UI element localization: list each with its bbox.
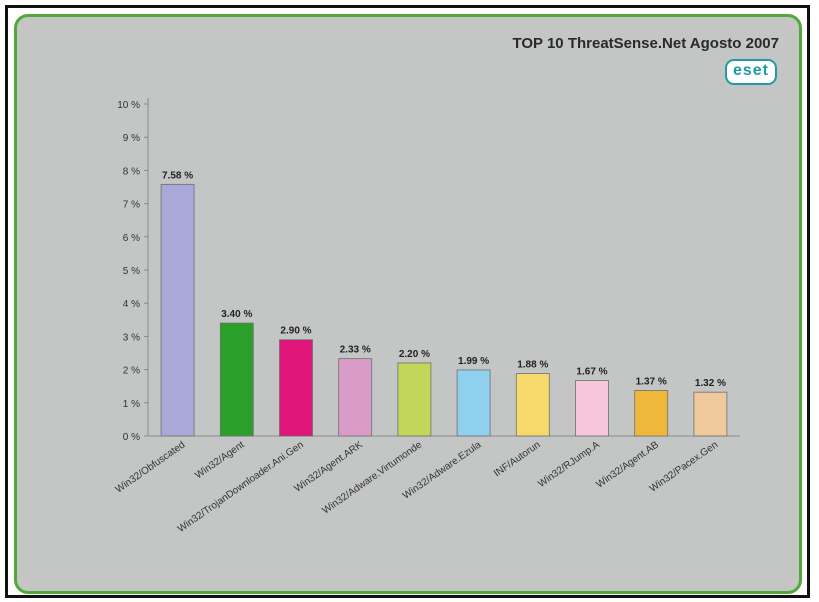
- value-label: 2.20 %: [399, 349, 430, 360]
- y-tick-label: 2 %: [123, 366, 140, 377]
- bar: [456, 369, 491, 437]
- category-label: Win32/RJump.A: [536, 439, 602, 490]
- value-label: 1.88 %: [517, 360, 548, 371]
- value-label: 1.99 %: [458, 356, 489, 367]
- bar: [634, 390, 669, 437]
- y-tick-label: 1 %: [123, 399, 140, 410]
- bar: [219, 322, 254, 437]
- value-label: 7.58 %: [162, 170, 193, 181]
- y-tick-label: 4 %: [123, 299, 140, 310]
- category-labels: Win32/Obfuscated Win32/AgentWin32/TrojanD…: [114, 439, 720, 535]
- y-tick-label: 9 %: [123, 133, 140, 144]
- y-tick-label: 8 %: [123, 166, 140, 177]
- y-axis-ticks: 0 % 1 % 2 % 3 % 4 % 5 % 6 % 7 % 8 % 9 % 10 %: [117, 100, 148, 443]
- category-label: Win32/TrojanDownloader.Ani.Gen: [176, 439, 306, 535]
- category-label: INF/Autorun: [492, 439, 542, 479]
- bar: [338, 358, 373, 437]
- value-label: 1.37 %: [636, 377, 667, 388]
- y-tick-label: 7 %: [123, 200, 140, 211]
- chart-title: TOP 10 ThreatSense.Net Agosto 2007: [512, 35, 780, 52]
- bars: [160, 183, 728, 437]
- category-label: Win32/Obfuscated: [114, 439, 188, 495]
- chart-panel: TOP 10 ThreatSense.Net Agosto 2007 eset: [14, 14, 802, 594]
- bar: [575, 380, 609, 437]
- y-tick-label: 5 %: [123, 266, 140, 277]
- category-label: Win32/Adware.Virtumonde: [321, 439, 425, 516]
- bar: [279, 339, 313, 437]
- value-label: 2.90 %: [280, 326, 311, 337]
- bar: [160, 183, 195, 437]
- eset-logo: eset: [724, 59, 777, 85]
- value-label: 3.40 %: [221, 309, 252, 320]
- value-label: 2.33 %: [340, 345, 371, 356]
- y-tick-label: 6 %: [123, 233, 140, 244]
- bar: [397, 362, 432, 437]
- bar: [693, 391, 728, 437]
- y-tick-label: 3 %: [123, 332, 140, 343]
- y-tick-label: 10 %: [117, 100, 140, 111]
- value-labels: 7.58 % 3.40 % 2.90 % 2.33 % 2.20 % 1.99 % 1.88…: [162, 170, 726, 389]
- value-label: 1.67 %: [576, 367, 607, 378]
- bar: [515, 373, 550, 437]
- category-label: Win32/Agent: [193, 439, 246, 481]
- y-tick-label: 0 %: [123, 432, 140, 443]
- value-label: 1.32 %: [695, 378, 726, 389]
